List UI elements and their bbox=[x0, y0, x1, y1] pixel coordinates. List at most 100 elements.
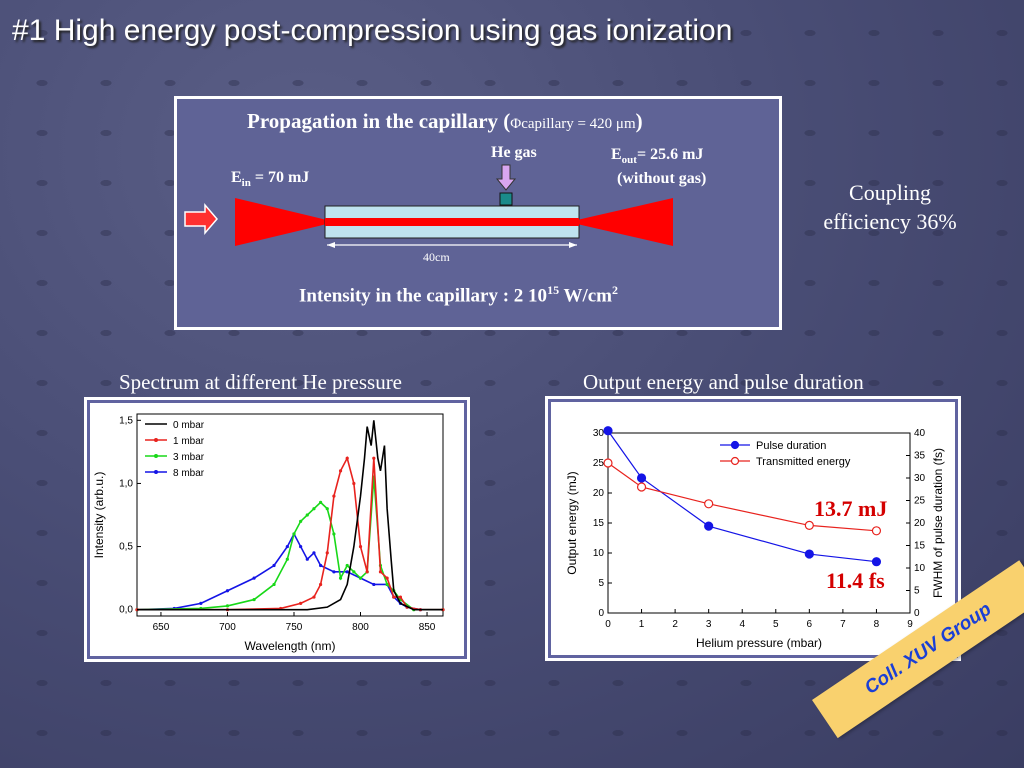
data-point bbox=[305, 557, 309, 561]
input-beam-cone bbox=[235, 198, 327, 246]
input-arrow-icon bbox=[184, 202, 218, 236]
data-point bbox=[358, 576, 363, 580]
data-point bbox=[871, 526, 882, 536]
ein-prefix: E bbox=[231, 169, 242, 186]
data-point bbox=[352, 570, 356, 574]
coupling-efficiency: Coupling efficiency 36% bbox=[806, 178, 974, 236]
data-point bbox=[272, 563, 276, 568]
y-right-tick-label: 40 bbox=[914, 428, 926, 439]
intensity-exp: 15 bbox=[547, 283, 560, 297]
y-axis-label: Output energy (mJ) bbox=[565, 471, 579, 574]
y-tick-label: 1,5 bbox=[119, 415, 133, 426]
data-point bbox=[372, 456, 376, 460]
x-tick-label: 8 bbox=[874, 619, 880, 630]
data-point bbox=[252, 576, 256, 580]
data-point bbox=[292, 532, 296, 536]
data-point bbox=[285, 544, 289, 549]
gas-inlet bbox=[499, 192, 513, 206]
spectrum-plot-area bbox=[136, 413, 444, 617]
intensity-unit-exp: 2 bbox=[612, 283, 619, 297]
data-point bbox=[332, 570, 336, 574]
y-tick-label: 1,0 bbox=[119, 478, 133, 489]
data-point bbox=[325, 507, 329, 511]
data-point bbox=[319, 563, 323, 568]
data-point bbox=[385, 582, 389, 587]
x-tick-label: 7 bbox=[840, 619, 846, 630]
data-point bbox=[704, 521, 714, 531]
y-right-tick-label: 30 bbox=[914, 473, 926, 484]
data-point bbox=[312, 551, 316, 555]
x-tick-label: 800 bbox=[352, 622, 369, 633]
data-point bbox=[338, 576, 343, 580]
series-line-0-mbar bbox=[137, 420, 443, 611]
data-point bbox=[305, 513, 309, 517]
eout-prefix: E bbox=[611, 146, 622, 163]
data-point bbox=[603, 426, 613, 436]
data-point bbox=[252, 597, 256, 602]
length-arrow-left-icon bbox=[327, 242, 335, 248]
data-point bbox=[378, 570, 383, 574]
legend-label: Pulse duration bbox=[756, 440, 826, 452]
y-right-tick-label: 5 bbox=[914, 586, 920, 597]
output-caption: Output energy and pulse duration bbox=[583, 370, 864, 394]
y-right-axis-label: FWHM of pulse duration (fs) bbox=[931, 448, 945, 598]
legend-marker bbox=[154, 470, 158, 474]
data-point bbox=[385, 576, 389, 580]
energy-highlight: 13.7 mJ bbox=[814, 496, 888, 521]
y-right-tick-label: 20 bbox=[914, 518, 926, 529]
y-right-tick-label: 0 bbox=[914, 608, 920, 619]
coupling-line2: efficiency 36% bbox=[823, 209, 957, 234]
output-chart: 0 1 2 3 4 5 6 7 8 90510152025300510152025303540He… bbox=[565, 426, 945, 650]
data-point bbox=[398, 595, 403, 599]
data-point bbox=[225, 589, 230, 593]
data-point bbox=[299, 519, 303, 523]
spectrum-chart: 650 700 750 800 850 0,0 0,5 1,0 1,5 Wavelength (n… bbox=[92, 413, 445, 653]
x-tick-label: 9 bbox=[907, 619, 913, 630]
x-axis-label: Helium pressure (mbar) bbox=[696, 636, 822, 650]
data-point bbox=[285, 557, 289, 561]
data-point bbox=[312, 507, 316, 511]
data-point bbox=[319, 582, 323, 587]
x-tick-label: 1 bbox=[639, 619, 645, 630]
ein-value: = 70 mJ bbox=[250, 169, 310, 186]
he-gas-label: He gas bbox=[491, 144, 537, 161]
x-tick-label: 700 bbox=[219, 622, 236, 633]
x-tick-label: 850 bbox=[419, 622, 436, 633]
eout-note: (without gas) bbox=[617, 170, 707, 187]
data-point bbox=[332, 494, 336, 498]
eout-label: Eout= 25.6 mJ bbox=[611, 146, 703, 166]
data-point bbox=[299, 544, 303, 549]
spectrum-chart-bg bbox=[90, 403, 464, 656]
x-tick-label: 4 bbox=[739, 619, 745, 630]
legend-label: 3 mbar bbox=[173, 452, 205, 463]
intensity-unit: W/cm bbox=[559, 285, 613, 307]
data-point bbox=[704, 499, 714, 509]
legend-marker bbox=[730, 456, 740, 466]
legend-label: Transmitted energy bbox=[756, 456, 851, 468]
data-point bbox=[325, 551, 329, 555]
data-point bbox=[338, 469, 343, 473]
data-point bbox=[365, 570, 369, 574]
output-beam-cone bbox=[577, 198, 673, 246]
data-point bbox=[352, 481, 356, 486]
length-arrow-right-icon bbox=[569, 242, 577, 248]
panel-title: Propagation in the capillary (Φcapillary… bbox=[247, 109, 643, 134]
intensity-text: Intensity in the capillary : 2 1015 W/cm… bbox=[299, 283, 618, 307]
data-point bbox=[358, 544, 363, 549]
y-tick-label: 0,0 bbox=[119, 605, 133, 616]
eout-value: = 25.6 mJ bbox=[636, 146, 704, 163]
ein-label: Ein = 70 mJ bbox=[231, 169, 309, 189]
x-tick-label: 650 bbox=[153, 622, 170, 633]
data-point bbox=[345, 456, 349, 460]
y-axis-label: Intensity (arb.u.) bbox=[92, 472, 106, 559]
y-right-tick-label: 15 bbox=[914, 541, 926, 552]
y-right-tick-label: 10 bbox=[914, 563, 926, 574]
data-point bbox=[372, 582, 376, 587]
x-tick-label: 6 bbox=[807, 619, 813, 630]
data-point bbox=[225, 604, 230, 608]
slide-title: #1 High energy post-compression using ga… bbox=[12, 14, 733, 47]
legend-label: 0 mbar bbox=[173, 420, 205, 431]
y-tick-label: 0,5 bbox=[119, 542, 133, 553]
data-point bbox=[332, 532, 336, 536]
y-tick-label: 30 bbox=[593, 428, 605, 439]
